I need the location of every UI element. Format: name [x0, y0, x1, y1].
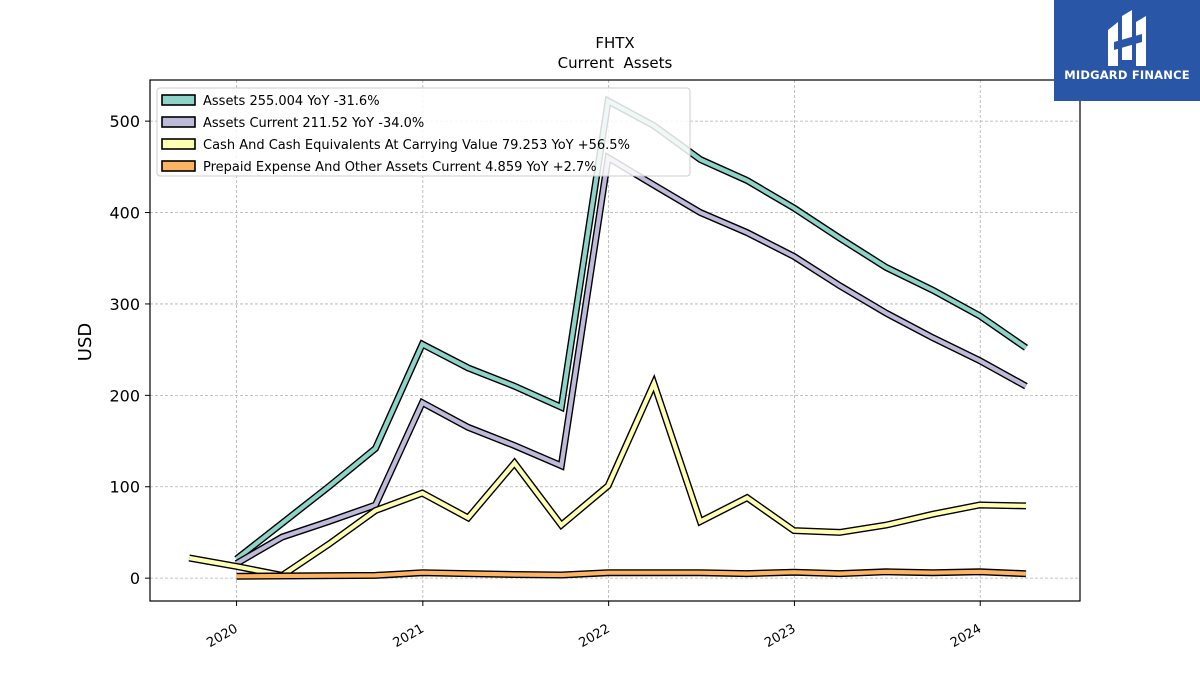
y-tick-label: 0 — [130, 569, 140, 588]
brand-logo: MIDGARD FINANCE — [1054, 0, 1200, 101]
x-tick-label: 2022 — [576, 621, 612, 651]
series-line — [235, 154, 1028, 566]
y-tick-label: 200 — [109, 386, 140, 405]
legend-swatch — [161, 116, 196, 128]
series-line-outline — [234, 152, 1028, 567]
x-tick-label: 2021 — [391, 621, 427, 651]
legend-label: Assets 255.004 YoY -31.6% — [203, 94, 380, 109]
chart-title: FHTX — [595, 34, 634, 52]
x-tick-label: 2023 — [762, 621, 798, 651]
series-line — [188, 377, 1027, 578]
x-tick-label: 2024 — [948, 621, 984, 651]
series-line — [236, 569, 1027, 579]
legend-swatch — [161, 160, 196, 172]
plot-frame — [149, 79, 1081, 602]
brand-mark-icon — [1108, 10, 1146, 66]
series-line-outline — [188, 373, 1027, 580]
y-axis-label: USD — [75, 323, 96, 361]
legend-swatch — [161, 94, 196, 106]
legend-label: Prepaid Expense And Other Assets Current… — [203, 160, 597, 175]
legend-swatch — [161, 138, 196, 150]
y-tick-label: 500 — [109, 112, 140, 131]
x-tick-label: 2020 — [204, 621, 240, 651]
legend: Assets 255.004 YoY -31.6% Assets Current … — [156, 87, 691, 177]
legend-label: Assets Current 211.52 YoY -34.0% — [203, 116, 424, 131]
chart-subtitle: Current Assets — [558, 54, 673, 72]
y-tick-label: 100 — [109, 478, 140, 497]
y-tick-label: 300 — [109, 295, 140, 314]
y-tick-label: 400 — [109, 204, 140, 223]
brand-name: MIDGARD FINANCE — [1064, 68, 1190, 82]
legend-label: Cash And Cash Equivalents At Carrying Va… — [203, 138, 630, 153]
legend-box — [156, 87, 691, 177]
